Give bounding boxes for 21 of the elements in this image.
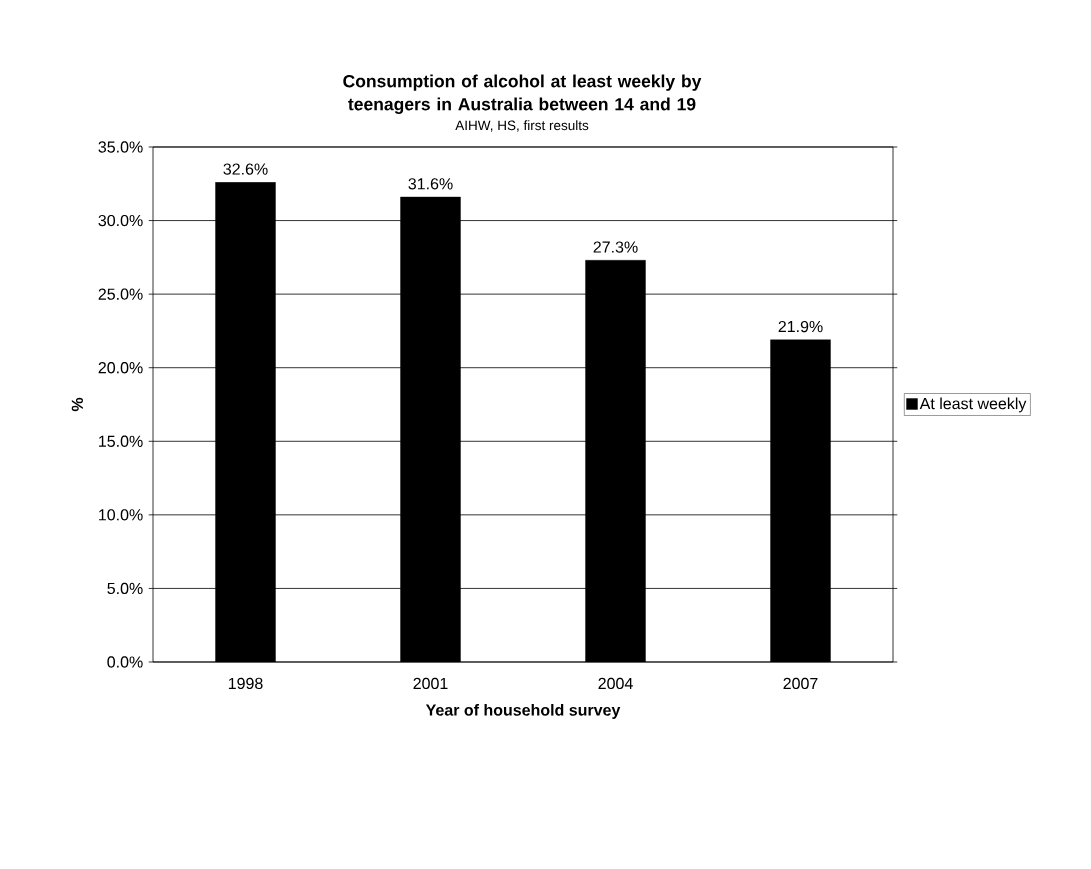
x-tick-label: 1998	[228, 677, 263, 690]
chart-subtitle: AIHW, HS, first results	[455, 120, 589, 132]
data-label: 21.9%	[778, 320, 823, 333]
data-label: 32.6%	[223, 163, 268, 175]
x-tick-label: 2004	[598, 677, 633, 690]
x-tick-label: 2001	[413, 677, 448, 690]
y-tick-label: 30.0%	[98, 214, 143, 227]
data-label: 31.6%	[408, 178, 453, 190]
y-tick-label: 20.0%	[98, 362, 143, 374]
y-tick-label: 35.0%	[98, 141, 143, 153]
y-tick-label: 10.0%	[99, 509, 143, 521]
y-tick-label: 0.0%	[107, 656, 143, 668]
data-label: 27.3%	[593, 241, 638, 253]
chart-title: Consumption of alcohol at least weekly by teenagers in Australia between 14 and 19	[343, 74, 702, 114]
y-axis-title: %	[71, 397, 83, 412]
x-axis-title: Year of household survey	[425, 703, 621, 719]
x-tick-label: 2007	[783, 677, 818, 690]
y-tick-label: 25.0%	[98, 288, 143, 300]
y-tick-label: 15.0%	[99, 435, 143, 447]
legend-label: At least weekly	[919, 397, 1027, 413]
y-tick-label: 5.0%	[107, 582, 143, 595]
